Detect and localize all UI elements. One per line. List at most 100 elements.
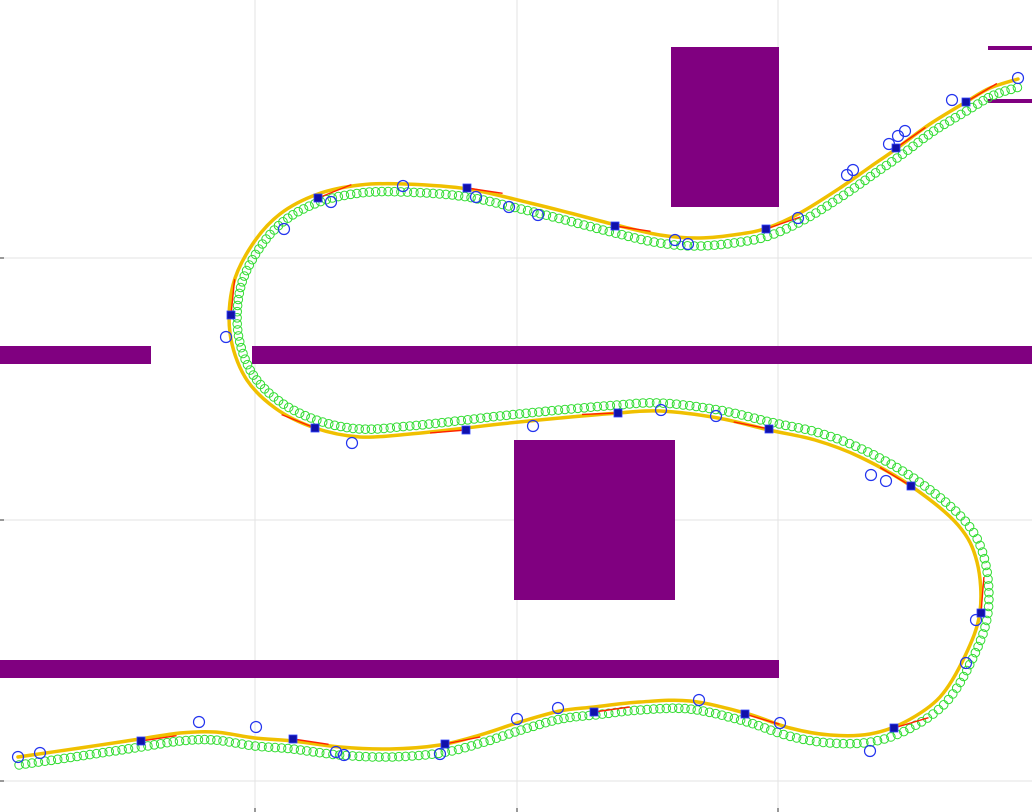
waypoint-marker-2: [192, 715, 206, 729]
waypoint-markers: [11, 71, 1025, 764]
sample-circle-36: [243, 740, 254, 751]
sample-circle-313: [254, 244, 264, 254]
sample-circle-270: [360, 424, 371, 435]
sample-circle-111: [723, 712, 734, 722]
sample-circle-79: [522, 723, 533, 734]
waypoint-marker-31: [846, 163, 860, 177]
sample-circle-46: [308, 747, 319, 757]
sample-circle-138: [899, 726, 909, 737]
sample-circle-43: [289, 744, 300, 755]
sample-circle-34: [230, 738, 241, 748]
waypoint-marker-5: [337, 748, 351, 762]
sample-circle-237: [573, 403, 583, 414]
sample-circle-112: [729, 713, 740, 724]
sample-circle-234: [592, 401, 603, 412]
sample-circle-102: [667, 703, 678, 714]
sample-circle-120: [778, 729, 789, 740]
sample-circle-208: [762, 416, 772, 427]
sample-circle-125: [811, 736, 822, 747]
sample-circle-398: [775, 226, 786, 237]
sample-circle-129: [838, 738, 849, 749]
sample-circle-300: [232, 319, 242, 329]
sample-circle-424: [918, 133, 929, 144]
sample-circle-14: [104, 746, 114, 757]
sample-circle-310: [244, 260, 255, 270]
sample-circle-376: [629, 233, 640, 243]
sample-circle-61: [407, 751, 418, 761]
sample-circle-97: [635, 705, 646, 715]
sample-circle-198: [826, 431, 836, 442]
sample-circle-333: [358, 187, 368, 198]
sample-circle-49: [328, 749, 338, 760]
sample-circle-291: [248, 370, 259, 380]
sample-circle-136: [886, 732, 896, 742]
sample-circle-258: [437, 417, 447, 428]
node-marker-2: [440, 739, 450, 749]
sample-circle-172: [968, 527, 979, 538]
sample-circle-431: [956, 109, 966, 120]
tangent-line-3: [593, 706, 630, 713]
sample-circle-347: [447, 190, 458, 200]
node-marker-4: [740, 709, 750, 719]
sample-circle-295: [238, 348, 248, 359]
sample-circle-197: [832, 433, 842, 444]
sample-circle-378: [642, 236, 653, 246]
sample-circle-192: [863, 447, 873, 457]
sample-circle-374: [617, 229, 627, 240]
sample-circle-126: [818, 737, 829, 748]
sample-circle-236: [579, 403, 590, 413]
sample-circle-390: [722, 239, 733, 249]
sample-circle-266: [385, 423, 396, 433]
sample-circle-63: [420, 750, 431, 760]
waypoint-marker-3: [249, 720, 263, 734]
sample-circle-352: [478, 195, 489, 205]
sample-circle-154: [970, 647, 981, 658]
node-marker-6: [976, 608, 986, 618]
sample-circle-242: [540, 406, 551, 417]
sample-circle-235: [586, 402, 596, 413]
node-marker-0: [136, 736, 146, 746]
node-marker-7: [906, 481, 916, 491]
sample-circle-293: [242, 359, 253, 370]
tangent-line-14: [466, 187, 503, 194]
sample-circle-9: [72, 751, 82, 762]
sample-circle-273: [342, 422, 352, 433]
sample-circle-405: [816, 204, 827, 215]
sample-circle-37: [250, 741, 261, 751]
waypoint-marker-19: [345, 436, 359, 450]
sample-circle-144: [933, 704, 944, 715]
sample-circle-402: [799, 214, 810, 225]
sample-circle-403: [805, 211, 816, 222]
sample-circle-149: [955, 677, 966, 688]
sample-circle-312: [250, 249, 261, 260]
sample-circle-159: [981, 615, 992, 626]
waypoint-marker-16: [709, 409, 723, 423]
sample-circle-362: [541, 210, 552, 220]
sample-circle-12: [91, 748, 102, 759]
sample-circle-256: [450, 416, 460, 427]
sample-circle-416: [876, 164, 886, 174]
sample-circle-93: [610, 707, 621, 718]
waypoint-marker-34: [898, 124, 912, 138]
sample-circle-262: [411, 420, 422, 431]
sample-circle-267: [379, 423, 389, 434]
tangent-line-17: [895, 126, 926, 149]
sample-circle-185: [903, 469, 914, 480]
sample-circle-52: [347, 751, 358, 761]
sample-circle-221: [678, 400, 688, 410]
tangent-line-15: [614, 225, 651, 232]
sample-circle-82: [540, 717, 551, 728]
node-marker-13: [313, 193, 323, 203]
sample-circle-353: [485, 196, 495, 207]
waypoint-marker-22: [324, 195, 338, 209]
sample-circle-216: [710, 404, 721, 415]
sample-circle-152: [964, 659, 975, 670]
sample-circle-113: [735, 715, 746, 725]
sample-circle-359: [522, 205, 533, 216]
sample-circle-220: [684, 400, 695, 411]
sample-circle-251: [482, 412, 492, 423]
sample-circle-195: [844, 438, 855, 449]
sample-circle-438: [994, 88, 1004, 98]
sample-circle-345: [434, 189, 445, 199]
